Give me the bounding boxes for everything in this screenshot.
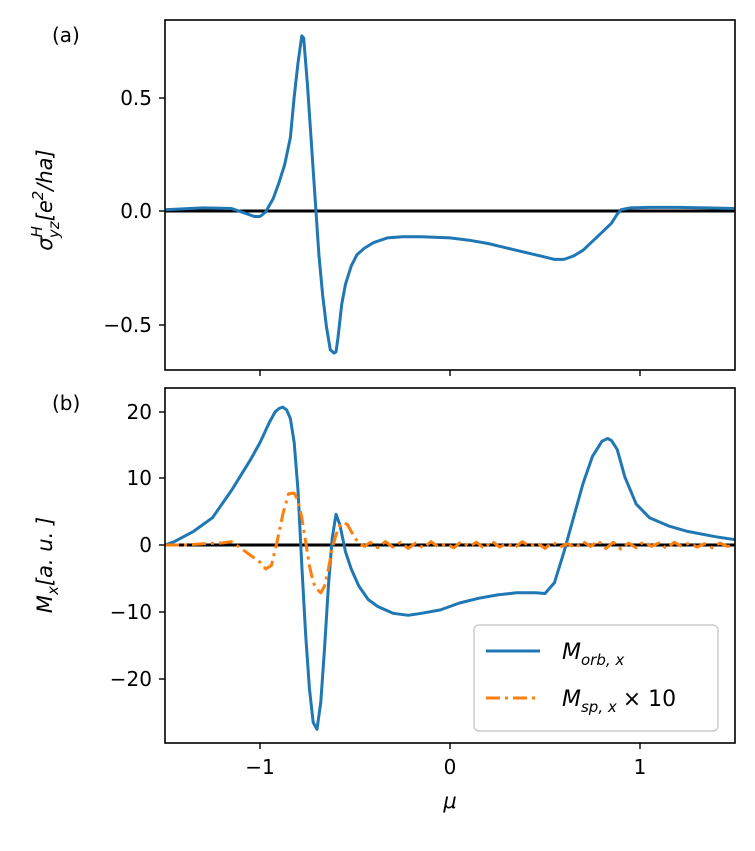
panel-b-ytick-label: 0 bbox=[139, 533, 152, 557]
panel-b-ylabel: Mx[a. u. ] bbox=[33, 517, 62, 613]
panel-b-label: (b) bbox=[52, 391, 80, 415]
panel-a-label: (a) bbox=[52, 23, 80, 47]
panel-a-series-group bbox=[165, 34, 735, 355]
panel-a-ytick-label: −0.5 bbox=[103, 313, 152, 337]
series-line-a-sigma_yz_H bbox=[165, 34, 735, 355]
panel-b-xtick-label: −1 bbox=[245, 755, 274, 779]
panel-b-xlabel: μ bbox=[442, 789, 456, 813]
legend: Morb, x Msp, x × 10 bbox=[473, 624, 719, 732]
panel-b-series-group bbox=[165, 405, 735, 731]
panel-a-ytick-label: 0.5 bbox=[120, 86, 152, 110]
panel-b-xtick-label: 1 bbox=[634, 755, 647, 779]
panel-b-ytick-label: 10 bbox=[127, 466, 152, 490]
panel-b-xtick-label: 0 bbox=[444, 755, 457, 779]
panel-b-ytick-label: −20 bbox=[110, 667, 152, 691]
panel-a: (a) 0.5 0.0 −0.5 σHyz[e2/ha] bbox=[28, 19, 736, 376]
series-line-b-sp bbox=[165, 491, 735, 595]
panel-b-ytick-label: 20 bbox=[127, 400, 152, 424]
panel-a-ytick-label: 0.0 bbox=[120, 199, 152, 223]
series-line-b-orb bbox=[165, 405, 735, 731]
panel-b: (b) 20 10 0 −10 −20 −1 0 1 μ Mx[a. u. ] … bbox=[33, 387, 736, 813]
legend-entry-orb: Morb, x bbox=[562, 640, 624, 669]
panel-a-ylabel: σHyz[e2/ha] bbox=[28, 149, 63, 250]
legend-entry-sp: Msp, x × 10 bbox=[562, 687, 676, 716]
panel-a-frame bbox=[164, 19, 736, 371]
panel-b-ytick-label: −10 bbox=[110, 600, 152, 624]
